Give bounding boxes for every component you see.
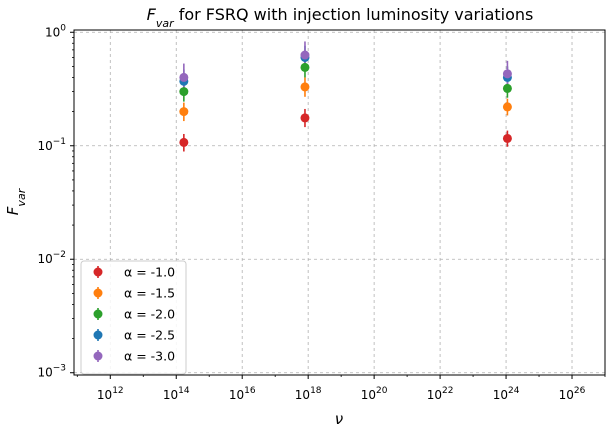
data-points: [179, 50, 512, 147]
x-axis-label: ν: [335, 410, 343, 428]
y-tick-label: 10−2: [37, 250, 66, 266]
grid: [74, 30, 605, 375]
legend-label: α = -2.0: [124, 307, 175, 322]
plot-frame: [73, 29, 606, 376]
x-tick-label: 1012: [97, 386, 124, 402]
y-tick-label: 10−1: [37, 137, 66, 153]
chart-title: Fvar for FSRQ with injection luminosity …: [147, 5, 534, 30]
legend-box: [80, 260, 187, 375]
legend-label: α = -1.0: [124, 265, 175, 280]
y-tick-label: 100: [45, 23, 66, 39]
data-point: [502, 102, 512, 112]
legend-marker: [93, 309, 103, 319]
legend-label: α = -2.5: [124, 328, 175, 343]
y-axis-label: Fvar: [4, 187, 28, 215]
x-tick-label: 1018: [295, 386, 322, 402]
legend: α = -1.0 α = -1.5 α = -2.0 α = -2.5 α = -3.0: [80, 260, 187, 375]
x-tick-label: 1020: [361, 386, 388, 402]
legend-label: α = -3.0: [124, 349, 175, 364]
x-tick-label: 1024: [493, 386, 520, 402]
data-point: [300, 113, 310, 123]
x-tick-label: 1022: [427, 386, 454, 402]
error-bars: [183, 41, 509, 152]
data-point: [502, 83, 512, 93]
x-tick-label: 1014: [163, 386, 190, 402]
x-axis-ticks: 1012 1014 1016 1018 1020 1022 1024 1026: [76, 375, 606, 402]
data-point: [300, 62, 310, 72]
data-point: [300, 50, 310, 60]
x-tick-label: 1016: [229, 386, 256, 402]
data-point: [300, 82, 310, 92]
data-point: [179, 87, 189, 97]
data-point: [502, 133, 512, 143]
x-tick-label: 1026: [559, 386, 586, 402]
data-point: [502, 69, 512, 79]
legend-marker: [93, 267, 103, 277]
data-point: [179, 72, 189, 82]
legend-marker: [93, 351, 103, 361]
legend-marker: [93, 330, 103, 340]
data-point: [179, 107, 189, 117]
legend-marker: [93, 288, 103, 298]
y-axis-ticks: 10−3 10−2 10−1 100: [37, 23, 74, 380]
y-tick-label: 10−3: [37, 364, 66, 380]
data-point: [179, 137, 189, 147]
legend-label: α = -1.5: [124, 286, 175, 301]
